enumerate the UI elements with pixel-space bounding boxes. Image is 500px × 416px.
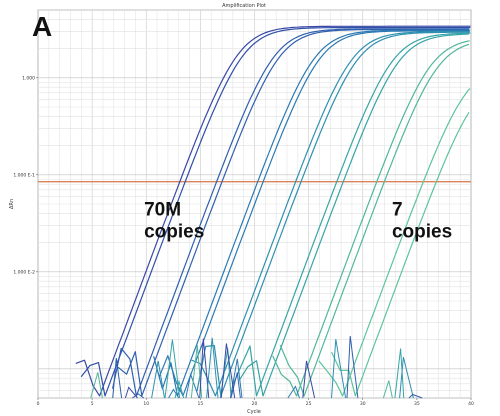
chart-title: Amplification Plot bbox=[222, 3, 266, 9]
baseline-noise bbox=[112, 358, 123, 399]
amplification-curve bbox=[75, 25, 471, 397]
axes: 0 5 10 15 20 25 30 35 40 1.000 1.000 E-1 1.000 E-2 bbox=[13, 75, 474, 407]
grid bbox=[37, 9, 472, 399]
amplification-curve bbox=[80, 26, 471, 397]
baseline-noise bbox=[124, 386, 138, 399]
baseline-noise bbox=[346, 336, 359, 399]
baseline-noise bbox=[206, 337, 219, 399]
amplification-curve bbox=[191, 30, 470, 397]
y-tick-label: 1.000 bbox=[22, 75, 35, 81]
y-tick-label: 1.000 E-1 bbox=[13, 172, 35, 178]
amplification-curve bbox=[279, 43, 470, 397]
baseline-noise bbox=[151, 360, 165, 399]
baseline-noise bbox=[382, 380, 393, 399]
x-tick-label: 25 bbox=[306, 401, 312, 407]
baseline-noise bbox=[399, 356, 414, 399]
annotation-label: 70M copies bbox=[144, 200, 204, 243]
baseline-noise bbox=[287, 385, 300, 399]
amplification-curve bbox=[232, 32, 471, 397]
amplification-curve bbox=[112, 28, 470, 397]
baseline-noise bbox=[220, 343, 236, 399]
baseline-noise bbox=[90, 372, 103, 399]
x-tick-label: 30 bbox=[360, 401, 366, 407]
baseline-noise bbox=[199, 338, 210, 399]
x-tick-label: 0 bbox=[37, 401, 40, 407]
baseline-noise bbox=[302, 360, 316, 399]
baseline-noise bbox=[408, 393, 423, 399]
annotations: 70M copies 7 copies bbox=[144, 200, 452, 243]
annotation-label: 7 copies bbox=[392, 200, 452, 243]
x-tick-label: 15 bbox=[198, 401, 204, 407]
x-tick-label: 20 bbox=[252, 401, 258, 407]
panel-label: A bbox=[32, 11, 52, 42]
y-axis-label: ΔRn bbox=[9, 199, 15, 209]
baseline-noise bbox=[185, 372, 200, 399]
x-tick-label: 35 bbox=[414, 401, 420, 407]
amplification-curve bbox=[330, 111, 470, 397]
plot-area bbox=[37, 9, 472, 399]
x-tick-label: 10 bbox=[143, 401, 149, 407]
baseline-noise bbox=[174, 379, 185, 399]
amplification-curve bbox=[196, 31, 470, 397]
amplification-curve bbox=[238, 33, 469, 397]
baseline-noise bbox=[132, 393, 145, 399]
baseline-noise bbox=[394, 348, 405, 399]
amplification-curve bbox=[318, 88, 471, 397]
amplification-curve bbox=[153, 29, 470, 397]
x-tick-label: 5 bbox=[91, 401, 94, 407]
baseline-noise bbox=[164, 339, 181, 399]
x-axis-label: Cycle bbox=[247, 409, 261, 415]
x-tick-label: 40 bbox=[468, 401, 474, 407]
baseline-noise bbox=[190, 345, 203, 399]
amplification-curve bbox=[158, 30, 470, 397]
amplification-curves bbox=[75, 25, 471, 399]
y-tick-label: 1.000 E-2 bbox=[13, 269, 35, 275]
baseline-noise bbox=[168, 388, 180, 399]
baseline-noise bbox=[331, 339, 347, 399]
amplification-curve bbox=[272, 40, 470, 397]
amplification-curve bbox=[117, 28, 470, 397]
